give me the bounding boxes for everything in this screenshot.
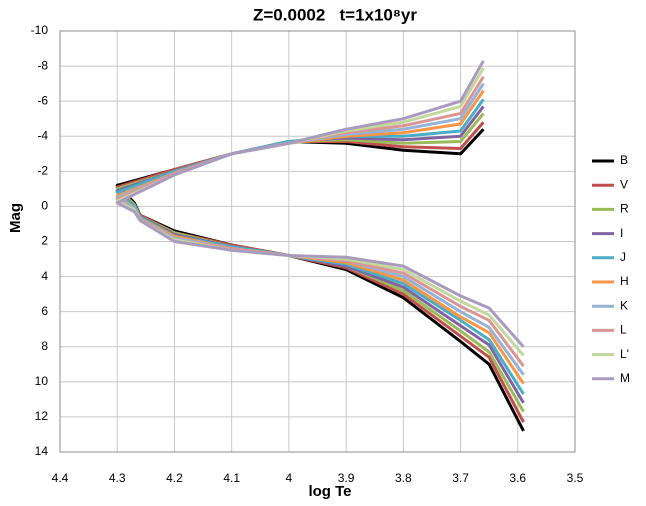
legend-label: R [620,202,629,216]
x-tick-label: 3.8 [395,471,412,485]
legend-label: L' [620,347,629,361]
x-axis-label: log Te [308,483,351,500]
legend-label: V [620,177,628,191]
y-tick-label: 4 [41,269,48,283]
y-tick-label: 14 [35,444,49,458]
legend-label: J [620,250,626,264]
y-tick-label: 6 [41,304,48,318]
x-tick-label: 3.9 [338,471,355,485]
series-line [115,60,525,348]
y-tick-label: 2 [41,234,48,248]
legend-label: B [620,153,628,167]
legend-label: K [620,298,628,312]
x-tick-label: 4.4 [52,471,69,485]
chart-title: Z=0.0002 t=1x10⁸yr [253,5,417,24]
y-tick-label: -4 [37,128,48,142]
plot-border [59,30,576,453]
y-tick-label: -2 [37,164,48,178]
x-tick-label: 4 [286,471,293,485]
legend-label: L [620,323,627,337]
legend-label: H [620,274,629,288]
y-tick-label: 10 [35,374,49,388]
x-tick-label: 4.2 [166,471,183,485]
legend-label: I [620,226,623,240]
x-tick-label: 3.6 [509,471,526,485]
x-tick-label: 3.7 [452,471,469,485]
y-tick-label: -10 [31,23,49,37]
x-tick-label: 4.1 [223,471,240,485]
y-tick-label: 12 [35,409,49,423]
y-tick-label: 8 [41,339,48,353]
y-axis-label: Mag [7,203,24,233]
y-tick-label: -6 [37,93,48,107]
legend-label: M [620,371,630,385]
y-tick-label: -8 [37,58,48,72]
x-tick-label: 4.3 [109,471,126,485]
x-tick-label: 3.5 [567,471,584,485]
y-tick-label: 0 [41,199,48,213]
